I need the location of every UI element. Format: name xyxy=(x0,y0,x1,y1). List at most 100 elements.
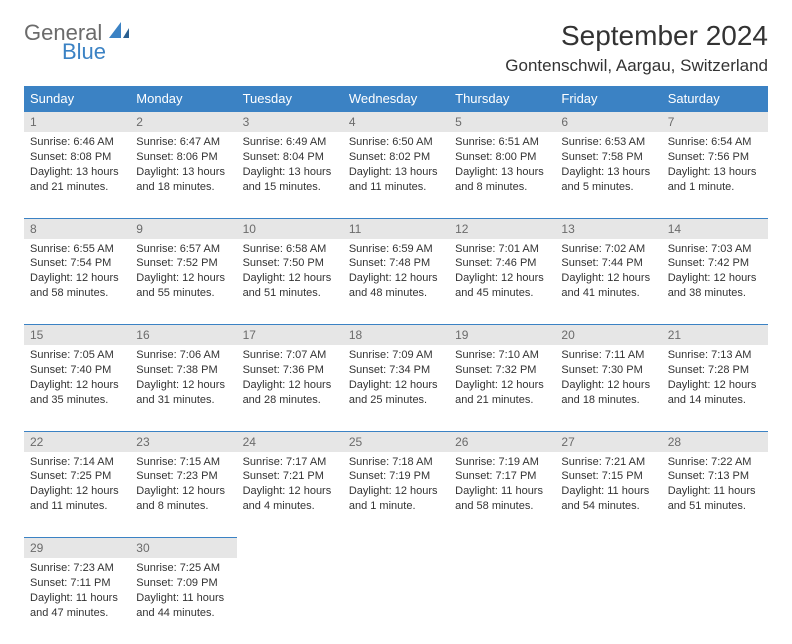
logo-text: General Blue xyxy=(24,20,133,63)
day-number xyxy=(237,538,343,559)
day-number: 10 xyxy=(237,218,343,239)
daylight-text-1: Daylight: 12 hours xyxy=(243,378,337,393)
day-number: 15 xyxy=(24,325,130,346)
day-cell: Sunrise: 7:23 AMSunset: 7:11 PMDaylight:… xyxy=(24,558,130,644)
title-block: September 2024 Gontenschwil, Aargau, Swi… xyxy=(505,20,768,76)
daylight-text-1: Daylight: 12 hours xyxy=(136,484,230,499)
weekday-header: Wednesday xyxy=(343,86,449,112)
day-cell: Sunrise: 7:22 AMSunset: 7:13 PMDaylight:… xyxy=(662,452,768,538)
day-number: 23 xyxy=(130,431,236,452)
day-number: 30 xyxy=(130,538,236,559)
daylight-text-2: and 1 minute. xyxy=(349,499,443,514)
day-content: Sunrise: 6:49 AMSunset: 8:04 PMDaylight:… xyxy=(237,132,343,202)
daylight-text-1: Daylight: 13 hours xyxy=(455,165,549,180)
daylight-text-1: Daylight: 12 hours xyxy=(455,271,549,286)
month-title: September 2024 xyxy=(505,20,768,52)
daylight-text-1: Daylight: 12 hours xyxy=(30,484,124,499)
day-cell: Sunrise: 7:10 AMSunset: 7:32 PMDaylight:… xyxy=(449,345,555,431)
day-content: Sunrise: 6:46 AMSunset: 8:08 PMDaylight:… xyxy=(24,132,130,202)
daylight-text-1: Daylight: 12 hours xyxy=(561,271,655,286)
day-content-row: Sunrise: 7:14 AMSunset: 7:25 PMDaylight:… xyxy=(24,452,768,538)
day-cell: Sunrise: 6:57 AMSunset: 7:52 PMDaylight:… xyxy=(130,239,236,325)
daylight-text-2: and 15 minutes. xyxy=(243,180,337,195)
daylight-text-2: and 21 minutes. xyxy=(455,393,549,408)
day-content: Sunrise: 7:10 AMSunset: 7:32 PMDaylight:… xyxy=(449,345,555,415)
sunset-text: Sunset: 7:58 PM xyxy=(561,150,655,165)
daylight-text-2: and 45 minutes. xyxy=(455,286,549,301)
daylight-text-1: Daylight: 11 hours xyxy=(561,484,655,499)
daylight-text-2: and 35 minutes. xyxy=(30,393,124,408)
day-content: Sunrise: 7:17 AMSunset: 7:21 PMDaylight:… xyxy=(237,452,343,522)
day-content: Sunrise: 7:06 AMSunset: 7:38 PMDaylight:… xyxy=(130,345,236,415)
day-number xyxy=(555,538,661,559)
daylight-text-2: and 54 minutes. xyxy=(561,499,655,514)
sunrise-text: Sunrise: 6:50 AM xyxy=(349,135,443,150)
day-cell: Sunrise: 6:53 AMSunset: 7:58 PMDaylight:… xyxy=(555,132,661,218)
sunset-text: Sunset: 7:25 PM xyxy=(30,469,124,484)
daylight-text-1: Daylight: 12 hours xyxy=(349,271,443,286)
day-content: Sunrise: 7:19 AMSunset: 7:17 PMDaylight:… xyxy=(449,452,555,522)
daylight-text-1: Daylight: 12 hours xyxy=(349,484,443,499)
day-content: Sunrise: 6:59 AMSunset: 7:48 PMDaylight:… xyxy=(343,239,449,309)
day-number: 5 xyxy=(449,112,555,133)
day-content: Sunrise: 7:03 AMSunset: 7:42 PMDaylight:… xyxy=(662,239,768,309)
sunset-text: Sunset: 7:21 PM xyxy=(243,469,337,484)
sunrise-text: Sunrise: 7:03 AM xyxy=(668,242,762,257)
day-cell xyxy=(662,558,768,644)
daylight-text-2: and 58 minutes. xyxy=(30,286,124,301)
day-cell: Sunrise: 7:09 AMSunset: 7:34 PMDaylight:… xyxy=(343,345,449,431)
sunset-text: Sunset: 7:23 PM xyxy=(136,469,230,484)
daylight-text-1: Daylight: 12 hours xyxy=(30,378,124,393)
sunrise-text: Sunrise: 7:06 AM xyxy=(136,348,230,363)
day-number xyxy=(449,538,555,559)
daylight-text-1: Daylight: 12 hours xyxy=(349,378,443,393)
day-number: 18 xyxy=(343,325,449,346)
sunset-text: Sunset: 7:30 PM xyxy=(561,363,655,378)
sunrise-text: Sunrise: 7:01 AM xyxy=(455,242,549,257)
day-number xyxy=(662,538,768,559)
day-number: 22 xyxy=(24,431,130,452)
day-number: 19 xyxy=(449,325,555,346)
daylight-text-2: and 8 minutes. xyxy=(136,499,230,514)
day-number: 21 xyxy=(662,325,768,346)
header: General Blue September 2024 Gontenschwil… xyxy=(24,20,768,76)
day-number xyxy=(343,538,449,559)
day-content: Sunrise: 6:50 AMSunset: 8:02 PMDaylight:… xyxy=(343,132,449,202)
day-content: Sunrise: 7:13 AMSunset: 7:28 PMDaylight:… xyxy=(662,345,768,415)
day-content: Sunrise: 7:21 AMSunset: 7:15 PMDaylight:… xyxy=(555,452,661,522)
sunrise-text: Sunrise: 6:49 AM xyxy=(243,135,337,150)
day-cell: Sunrise: 6:49 AMSunset: 8:04 PMDaylight:… xyxy=(237,132,343,218)
sunrise-text: Sunrise: 7:13 AM xyxy=(668,348,762,363)
sunrise-text: Sunrise: 6:47 AM xyxy=(136,135,230,150)
sunset-text: Sunset: 8:08 PM xyxy=(30,150,124,165)
day-number: 27 xyxy=(555,431,661,452)
weekday-header: Tuesday xyxy=(237,86,343,112)
sunrise-text: Sunrise: 6:58 AM xyxy=(243,242,337,257)
sunset-text: Sunset: 7:44 PM xyxy=(561,256,655,271)
daylight-text-2: and 41 minutes. xyxy=(561,286,655,301)
sunset-text: Sunset: 7:50 PM xyxy=(243,256,337,271)
day-content: Sunrise: 6:51 AMSunset: 8:00 PMDaylight:… xyxy=(449,132,555,202)
daylight-text-2: and 11 minutes. xyxy=(30,499,124,514)
daylight-text-1: Daylight: 12 hours xyxy=(136,378,230,393)
sunset-text: Sunset: 8:06 PM xyxy=(136,150,230,165)
sunset-text: Sunset: 7:19 PM xyxy=(349,469,443,484)
daylight-text-1: Daylight: 13 hours xyxy=(349,165,443,180)
day-cell: Sunrise: 6:46 AMSunset: 8:08 PMDaylight:… xyxy=(24,132,130,218)
sunrise-text: Sunrise: 7:09 AM xyxy=(349,348,443,363)
daylight-text-2: and 8 minutes. xyxy=(455,180,549,195)
day-number: 12 xyxy=(449,218,555,239)
sunrise-text: Sunrise: 7:18 AM xyxy=(349,455,443,470)
daylight-text-1: Daylight: 12 hours xyxy=(30,271,124,286)
day-cell: Sunrise: 7:21 AMSunset: 7:15 PMDaylight:… xyxy=(555,452,661,538)
day-number: 17 xyxy=(237,325,343,346)
day-number-row: 15161718192021 xyxy=(24,325,768,346)
day-content: Sunrise: 7:25 AMSunset: 7:09 PMDaylight:… xyxy=(130,558,236,628)
daylight-text-2: and 11 minutes. xyxy=(349,180,443,195)
sunrise-text: Sunrise: 7:21 AM xyxy=(561,455,655,470)
day-cell: Sunrise: 7:14 AMSunset: 7:25 PMDaylight:… xyxy=(24,452,130,538)
day-cell: Sunrise: 7:13 AMSunset: 7:28 PMDaylight:… xyxy=(662,345,768,431)
sunset-text: Sunset: 8:04 PM xyxy=(243,150,337,165)
day-cell: Sunrise: 7:17 AMSunset: 7:21 PMDaylight:… xyxy=(237,452,343,538)
day-number: 2 xyxy=(130,112,236,133)
